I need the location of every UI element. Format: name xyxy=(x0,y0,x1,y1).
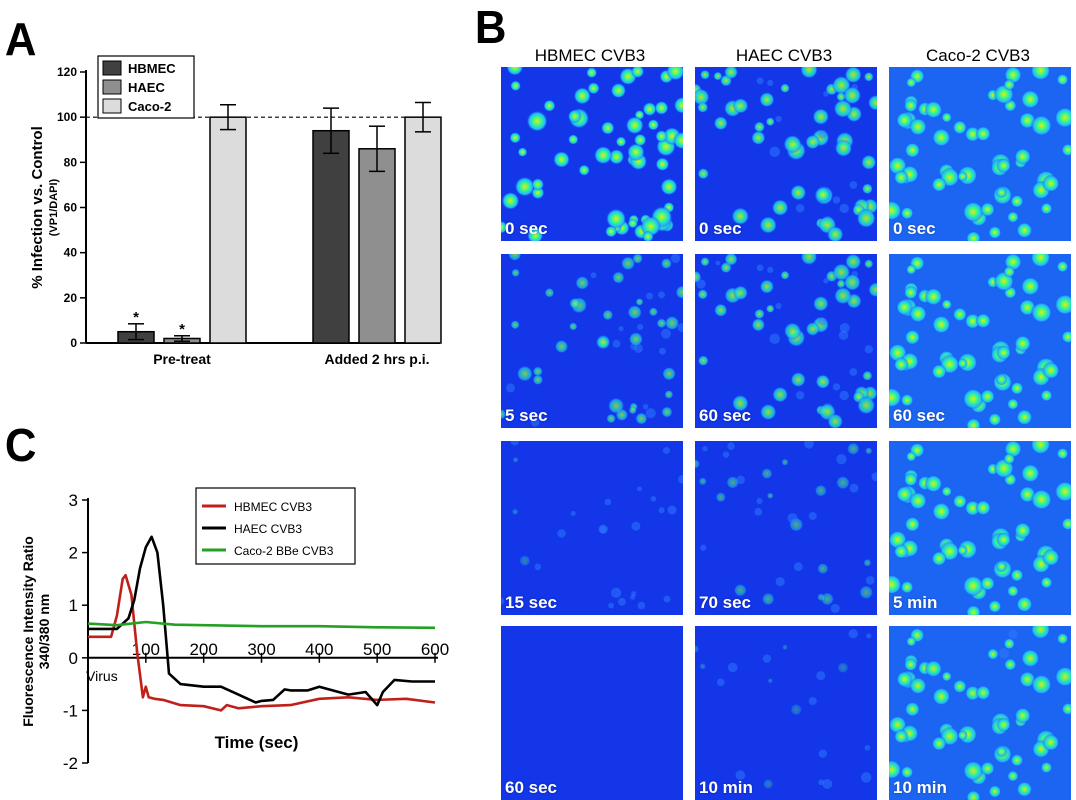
timepoint-label: 0 sec xyxy=(893,219,936,238)
y-tick-label: -1 xyxy=(63,701,78,720)
legend-label: HBMEC CVB3 xyxy=(234,500,312,514)
timepoint-label: 60 sec xyxy=(893,406,945,425)
micrograph-tile: 10 min xyxy=(889,626,1071,800)
bar xyxy=(209,116,247,344)
legend-swatch xyxy=(102,98,122,114)
timepoint-label: 5 min xyxy=(893,593,938,612)
y-tick-label: 80 xyxy=(64,155,78,169)
timepoint-label: 0 sec xyxy=(699,219,742,238)
y-tick-label: 3 xyxy=(69,491,78,510)
y-tick-label: 40 xyxy=(64,246,78,260)
x-tick-label: 600 xyxy=(421,640,449,659)
y-tick-label: 60 xyxy=(64,201,78,215)
y-axis-sublabel: (VP1/DAPI) xyxy=(48,178,60,236)
significance-marker: * xyxy=(179,321,185,338)
timepoint-label: 0 sec xyxy=(505,219,548,238)
x-tick-label: 500 xyxy=(363,640,391,659)
micrograph-tile: 60 sec xyxy=(501,626,683,800)
y-tick-label: 2 xyxy=(69,544,78,563)
category-label: Added 2 hrs p.i. xyxy=(324,351,429,367)
micrograph-tile: 60 sec xyxy=(889,254,1071,428)
panel-c-label: C xyxy=(4,419,37,471)
micrograph-tile: 15 sec xyxy=(501,441,683,615)
x-tick-label: 200 xyxy=(189,640,217,659)
y-axis-sublabel: 340/380 nm xyxy=(36,594,52,670)
bar xyxy=(404,116,442,344)
timepoint-label: 60 sec xyxy=(505,778,557,797)
micrograph-tile: 0 sec xyxy=(695,67,877,241)
calcium-flux-line-chart: -2 -1 0 1 2 3 100 200 300 400 500 600 Virus Time (sec… xyxy=(20,487,449,773)
micrograph-tile: 5 sec xyxy=(501,254,683,428)
timepoint-label: 15 sec xyxy=(505,593,557,612)
legend-label: Caco-2 BBe CVB3 xyxy=(234,544,334,558)
micrograph-tile: 5 min xyxy=(889,441,1071,615)
legend: HBMEC HAEC Caco-2 xyxy=(97,55,195,119)
y-tick-label: 0 xyxy=(70,336,77,350)
panel-a-label: A xyxy=(4,13,37,65)
y-axis-label: Fluorescence Intensity Ratio xyxy=(20,536,36,727)
micrograph-tile: 0 sec xyxy=(501,67,683,241)
y-axis-label: % Infection vs. Control xyxy=(29,126,46,289)
series-line xyxy=(88,573,436,712)
timepoint-label: 10 min xyxy=(699,778,753,797)
timepoint-label: 60 sec xyxy=(699,406,751,425)
x-tick-label: 300 xyxy=(247,640,275,659)
category-label: Pre-treat xyxy=(153,351,211,367)
bar xyxy=(312,129,350,344)
y-tick-label: -2 xyxy=(63,754,78,773)
x-tick-label: 400 xyxy=(305,640,333,659)
legend-swatch xyxy=(102,79,122,95)
timepoint-label: 10 min xyxy=(893,778,947,797)
x-tick-label: 100 xyxy=(132,640,160,659)
y-tick-label: 1 xyxy=(69,596,78,615)
series-line xyxy=(87,620,436,630)
legend: HBMEC CVB3 HAEC CVB3 Caco-2 BBe CVB3 xyxy=(195,487,356,565)
series-line xyxy=(88,535,435,707)
legend-label: HBMEC xyxy=(128,61,176,76)
infection-bar-chart: 0 20 40 60 80 100 120 % Infection vs. Control (V… xyxy=(29,55,442,367)
legend-label: HAEC xyxy=(128,80,165,95)
timepoint-label: 70 sec xyxy=(699,593,751,612)
significance-marker: * xyxy=(133,309,139,326)
micrograph-tile: 60 sec xyxy=(695,254,877,428)
x-axis-label: Time (sec) xyxy=(215,733,299,752)
panel-b-label: B xyxy=(474,1,507,53)
legend-label: Caco-2 xyxy=(128,99,171,114)
y-tick-label: 100 xyxy=(57,110,77,124)
legend-label: HAEC CVB3 xyxy=(234,522,302,536)
column-title: HBMEC CVB3 xyxy=(534,46,646,65)
micrograph-tile: 10 min xyxy=(695,626,877,800)
micrograph-tile: 70 sec xyxy=(695,441,877,615)
y-tick-label: 0 xyxy=(69,649,78,668)
y-tick-label: 120 xyxy=(57,65,77,79)
legend-swatch xyxy=(102,60,122,76)
virus-annotation: Virus xyxy=(86,668,118,684)
column-title: HAEC CVB3 xyxy=(735,46,833,65)
y-tick-label: 20 xyxy=(64,291,78,305)
column-title: Caco-2 CVB3 xyxy=(926,46,1030,65)
timepoint-label: 5 sec xyxy=(505,406,548,425)
bar xyxy=(358,148,396,344)
micrograph-tile: 0 sec xyxy=(889,67,1071,241)
